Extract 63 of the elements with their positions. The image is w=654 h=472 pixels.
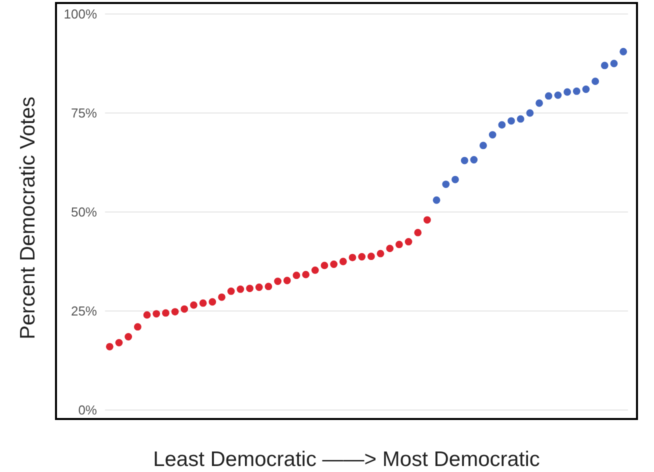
point [600, 62, 608, 70]
point [395, 240, 403, 248]
point [554, 91, 562, 99]
point [199, 299, 207, 307]
point [480, 142, 487, 150]
x-axis-title: Least Democratic ——> Most Democratic [152, 448, 541, 472]
point [526, 109, 534, 117]
point [348, 254, 356, 262]
point [358, 253, 366, 260]
point [190, 301, 198, 309]
point [432, 196, 440, 204]
point [124, 333, 132, 340]
y-tick-label: 50% [70, 204, 98, 220]
point [171, 308, 179, 316]
point [115, 338, 123, 346]
y-tick-label: 25% [70, 304, 98, 319]
point [180, 305, 188, 313]
point [452, 176, 459, 184]
point [134, 323, 142, 331]
point [283, 276, 291, 284]
point [620, 48, 628, 56]
point [564, 88, 571, 96]
point [536, 99, 543, 107]
point [592, 78, 600, 86]
point [106, 342, 114, 350]
y-tick-label: 75% [70, 106, 98, 121]
y-axis-title: Percent Democratic Votes [16, 96, 40, 340]
point [339, 258, 347, 266]
point [330, 260, 338, 268]
point [544, 92, 552, 100]
point [264, 282, 272, 290]
point [582, 86, 590, 93]
point [386, 244, 394, 252]
point [208, 298, 216, 306]
point [470, 156, 478, 164]
point [311, 266, 319, 274]
point [376, 250, 384, 258]
point [152, 310, 160, 318]
point [498, 121, 506, 129]
point [218, 293, 226, 301]
point [424, 216, 431, 224]
point [320, 262, 328, 270]
point [302, 270, 310, 278]
point [162, 309, 170, 317]
point [610, 60, 618, 68]
point [460, 156, 468, 164]
point [227, 288, 235, 295]
y-tick-label: 100% [64, 6, 98, 22]
point [516, 115, 524, 123]
y-tick-label: 0% [78, 402, 98, 418]
point [442, 180, 450, 188]
point [488, 131, 496, 138]
point [404, 238, 412, 246]
point [143, 311, 151, 319]
point [246, 284, 254, 292]
point [236, 286, 244, 293]
point [572, 88, 580, 95]
point [414, 228, 422, 236]
point [367, 252, 375, 260]
point [292, 272, 300, 280]
point [255, 284, 263, 291]
point [508, 117, 515, 125]
point [274, 278, 282, 285]
